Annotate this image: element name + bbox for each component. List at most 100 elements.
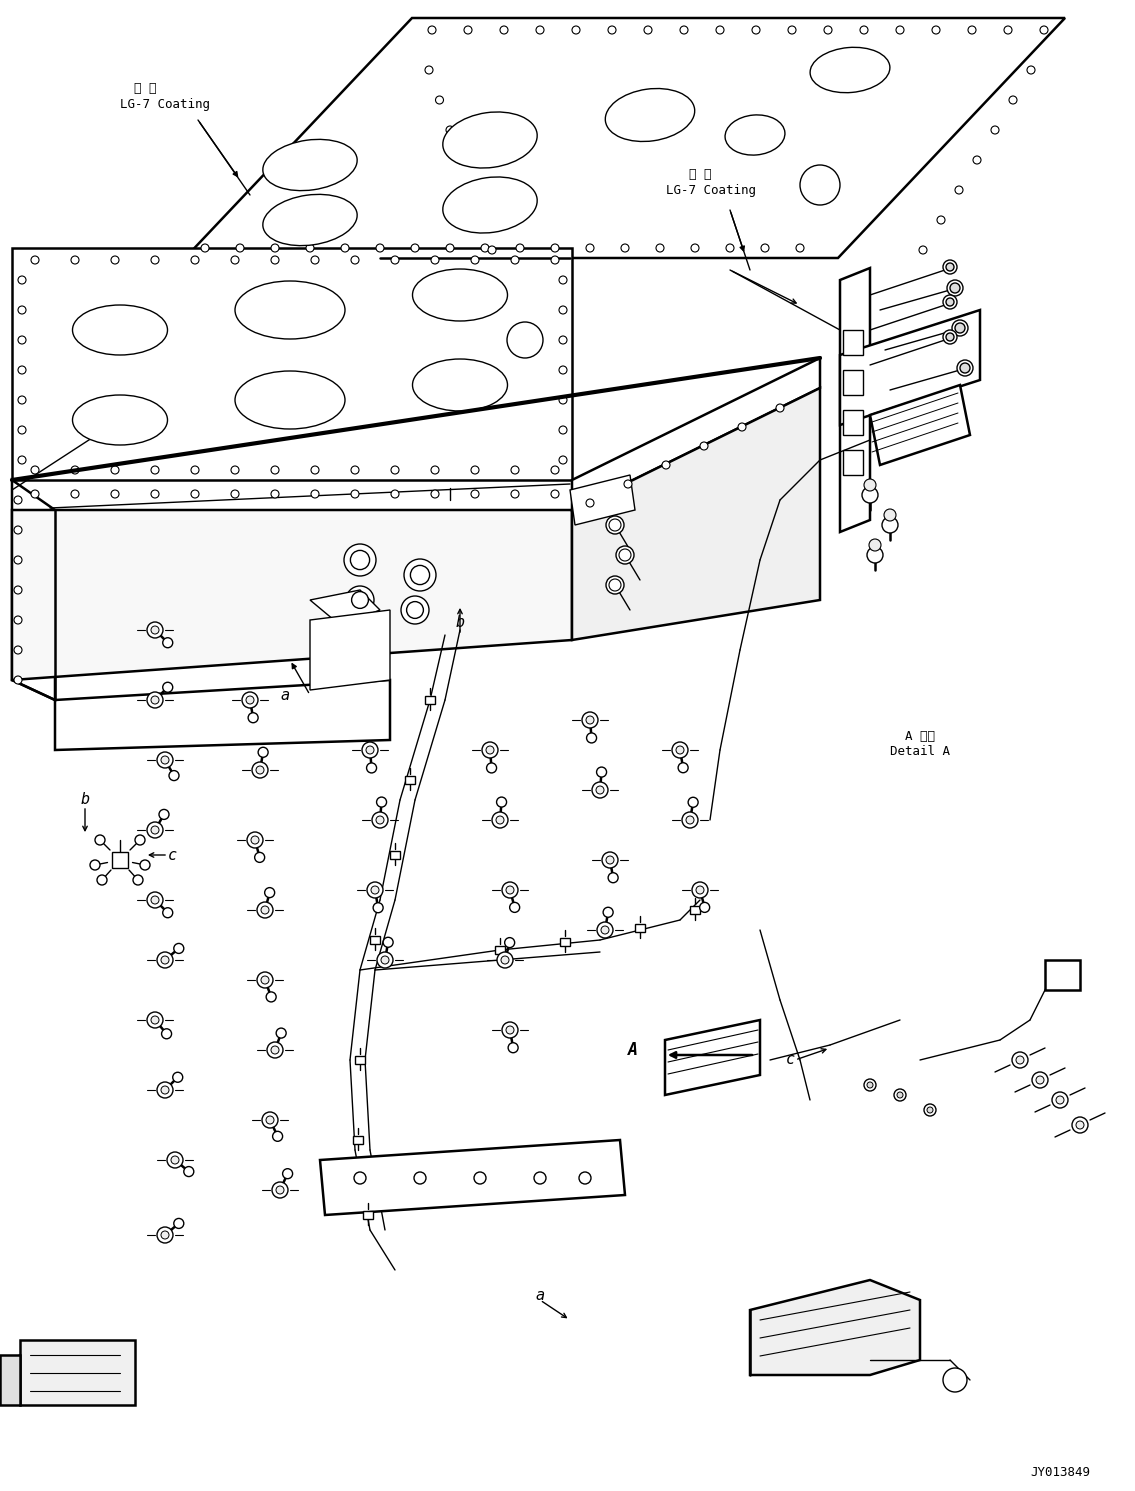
Circle shape [257,972,274,989]
Circle shape [1012,1053,1028,1068]
Circle shape [18,456,26,464]
Circle shape [18,397,26,404]
Circle shape [311,256,319,264]
Circle shape [726,245,734,252]
Circle shape [157,951,173,968]
Circle shape [1071,1117,1088,1133]
Circle shape [496,816,504,825]
Circle shape [151,896,159,904]
Circle shape [471,467,479,474]
Circle shape [354,1172,365,1184]
Circle shape [31,256,39,264]
Circle shape [760,245,770,252]
Circle shape [511,467,519,474]
Circle shape [159,810,169,820]
Circle shape [271,245,279,252]
Circle shape [560,306,568,315]
Circle shape [1004,25,1012,34]
Circle shape [1076,1121,1084,1129]
Circle shape [738,423,746,431]
Circle shape [586,716,594,725]
Text: a: a [536,1288,545,1303]
Circle shape [14,586,22,593]
Polygon shape [871,385,970,465]
Polygon shape [572,358,819,510]
Circle shape [487,763,497,772]
Bar [405,775,415,784]
Circle shape [167,1153,183,1167]
Circle shape [478,216,486,224]
Circle shape [157,1082,173,1097]
Circle shape [606,516,624,534]
Circle shape [90,860,100,871]
Circle shape [424,66,432,75]
Circle shape [161,1085,169,1094]
Circle shape [367,763,377,772]
Circle shape [18,276,26,283]
Circle shape [148,822,163,838]
Circle shape [31,491,39,498]
Ellipse shape [810,48,890,92]
Circle shape [272,1132,283,1141]
Circle shape [678,763,688,772]
Circle shape [506,1026,514,1033]
Bar [353,1136,363,1144]
Text: JY013849: JY013849 [1029,1466,1090,1479]
Polygon shape [320,1141,625,1215]
Bar [424,696,435,704]
Circle shape [95,835,106,845]
Circle shape [560,397,568,404]
Circle shape [431,256,439,264]
Ellipse shape [412,359,507,412]
Circle shape [602,926,609,933]
Ellipse shape [443,177,537,233]
Circle shape [157,1227,173,1243]
Circle shape [311,491,319,498]
Circle shape [184,1166,194,1176]
Ellipse shape [73,306,168,355]
Circle shape [271,1047,279,1054]
Circle shape [133,875,143,886]
Circle shape [367,883,382,898]
Circle shape [924,1103,936,1115]
Circle shape [191,467,199,474]
Circle shape [72,256,79,264]
Text: a: a [280,687,289,702]
Circle shape [955,186,962,194]
Bar [370,936,380,944]
Circle shape [251,836,259,844]
Circle shape [597,921,613,938]
Circle shape [550,245,560,252]
Circle shape [688,798,698,807]
Circle shape [351,256,359,264]
Circle shape [1009,95,1017,104]
Circle shape [861,488,878,502]
Circle shape [609,579,621,590]
Circle shape [96,875,107,886]
Circle shape [431,491,439,498]
Circle shape [596,786,604,795]
Circle shape [945,298,955,306]
Circle shape [644,25,651,34]
Ellipse shape [263,139,358,191]
Circle shape [692,883,708,898]
Polygon shape [840,310,980,425]
Circle shape [174,1218,184,1229]
Ellipse shape [443,112,537,168]
Circle shape [377,798,387,807]
Circle shape [1036,1077,1044,1084]
Circle shape [456,157,464,164]
Circle shape [14,675,22,684]
Text: 塗 布: 塗 布 [134,82,157,95]
Circle shape [497,798,506,807]
Circle shape [157,751,173,768]
Circle shape [381,956,389,965]
Circle shape [968,25,976,34]
Circle shape [800,166,840,204]
Polygon shape [310,610,390,690]
Circle shape [586,499,594,507]
Circle shape [602,851,617,868]
Circle shape [776,404,784,412]
Circle shape [597,766,606,777]
Bar [20,1340,135,1405]
